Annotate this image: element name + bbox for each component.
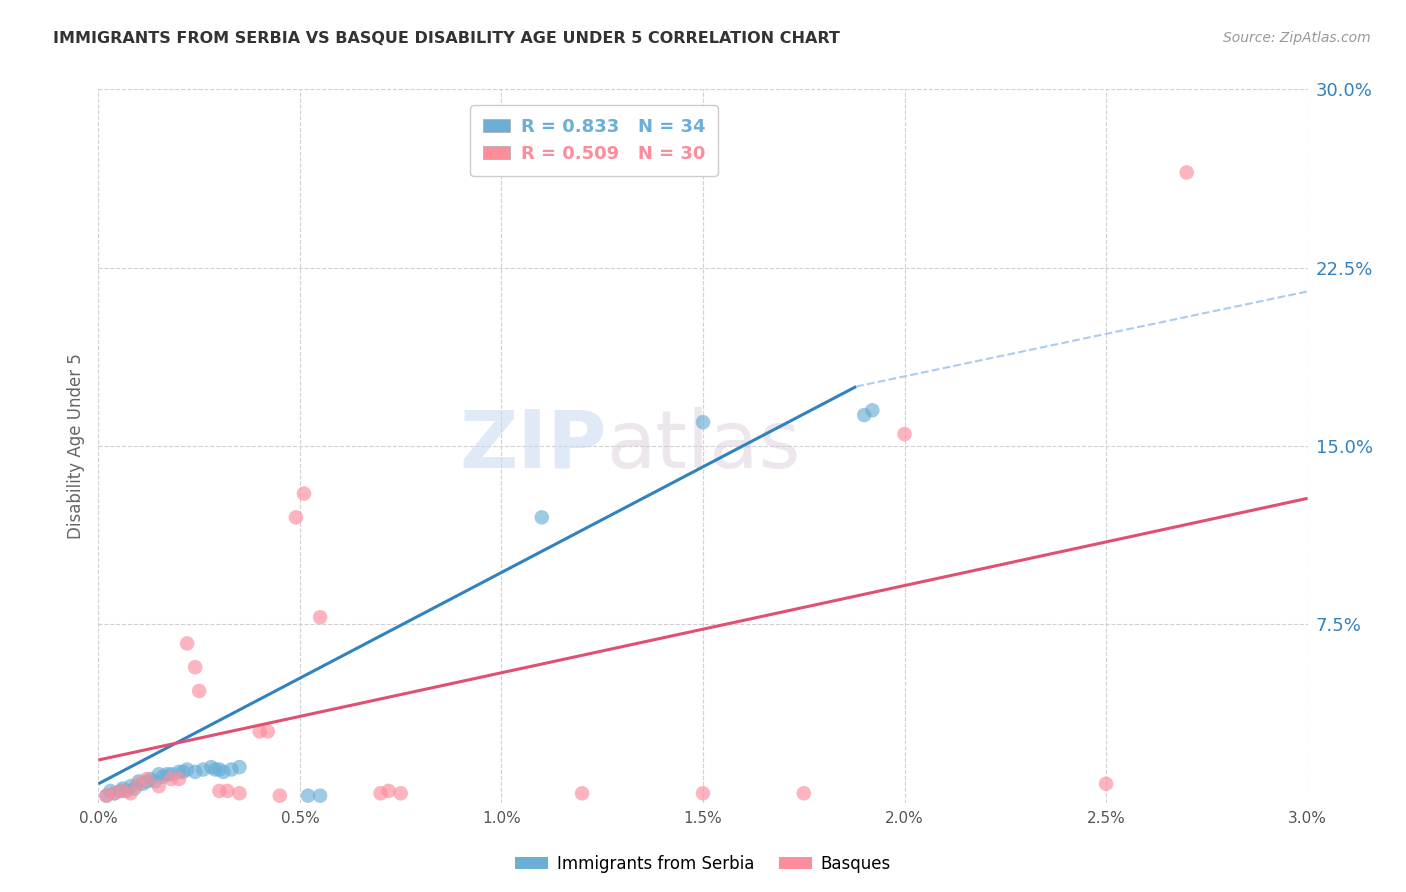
Point (249, 724, 271, 739)
Point (148, 779, 170, 793)
Point (860, 403, 883, 417)
Point (176, 763, 198, 777)
Point (228, 760, 250, 774)
Point (200, 760, 222, 774)
Point (148, 767, 170, 781)
Point (1175, 165, 1198, 179)
Point (143, 774, 166, 789)
Point (217, 784, 239, 798)
Point (100, 784, 122, 798)
Point (139, 772, 162, 786)
Point (571, 786, 593, 800)
Point (292, 486, 315, 500)
Point (208, 763, 231, 777)
Point (124, 781, 146, 796)
Point (135, 772, 157, 786)
Point (103, 786, 125, 800)
Point (212, 764, 235, 779)
Point (893, 427, 915, 442)
Point (377, 784, 399, 798)
Point (793, 786, 815, 800)
Point (370, 786, 392, 800)
Point (389, 786, 412, 800)
Point (284, 510, 307, 524)
Point (853, 408, 876, 422)
Point (111, 781, 134, 796)
Point (160, 767, 183, 781)
Point (309, 610, 332, 624)
Text: Source: ZipAtlas.com: Source: ZipAtlas.com (1223, 31, 1371, 45)
Point (152, 770, 174, 784)
Point (184, 764, 207, 779)
Point (269, 789, 291, 803)
Text: IMMIGRANTS FROM SERBIA VS BASQUE DISABILITY AGE UNDER 5 CORRELATION CHART: IMMIGRANTS FROM SERBIA VS BASQUE DISABIL… (53, 31, 841, 46)
Point (132, 777, 155, 791)
Point (96, 789, 118, 803)
Point (111, 784, 134, 798)
Text: atlas: atlas (606, 407, 800, 485)
Point (115, 784, 138, 798)
Point (103, 786, 125, 800)
Point (692, 786, 714, 800)
Text: ZIP: ZIP (458, 407, 606, 485)
Point (256, 724, 278, 739)
Point (128, 774, 150, 789)
Point (692, 415, 714, 429)
Point (309, 789, 332, 803)
Point (172, 764, 194, 779)
Point (120, 779, 142, 793)
Point (297, 789, 319, 803)
Point (135, 774, 157, 789)
Point (167, 772, 190, 786)
Point (228, 786, 250, 800)
Point (120, 786, 142, 800)
Point (128, 777, 150, 791)
Point (184, 660, 207, 674)
Point (530, 510, 553, 524)
Point (193, 763, 215, 777)
Point (167, 764, 190, 779)
Point (1095, 777, 1118, 791)
Point (110, 784, 132, 798)
Legend: R = 0.833   N = 34, R = 0.509   N = 30: R = 0.833 N = 34, R = 0.509 N = 30 (470, 105, 718, 176)
Point (176, 636, 198, 650)
Point (188, 684, 211, 698)
Point (160, 772, 183, 786)
Point (156, 767, 179, 781)
Point (221, 763, 243, 777)
Y-axis label: Disability Age Under 5: Disability Age Under 5 (66, 353, 84, 539)
Legend: Immigrants from Serbia, Basques: Immigrants from Serbia, Basques (509, 848, 897, 880)
Point (208, 784, 231, 798)
Point (96, 789, 118, 803)
Point (204, 763, 226, 777)
